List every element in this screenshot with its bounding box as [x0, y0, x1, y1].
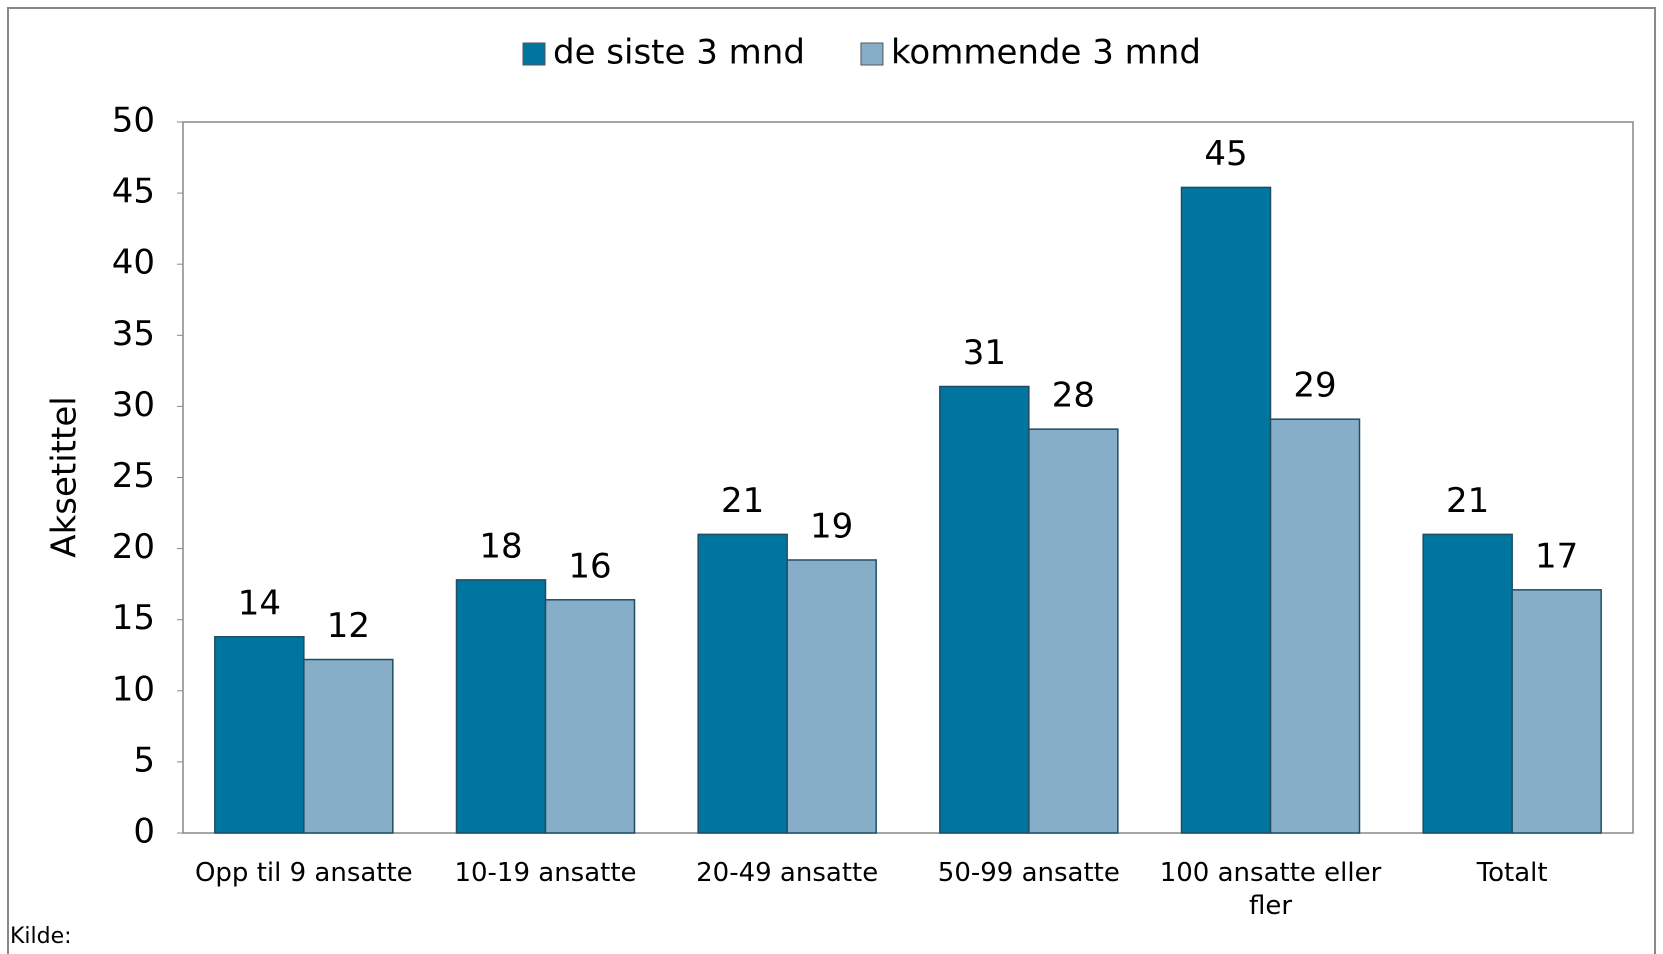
x-tick-label: 100 ansatte eller fler [1159, 858, 1382, 921]
data-label: 31 [963, 333, 1006, 373]
bar [455, 579, 547, 834]
legend-label: kommende 3 mnd [891, 33, 1201, 73]
bar [544, 599, 636, 834]
data-label: 17 [1535, 536, 1578, 576]
y-tick-label: 15 [112, 598, 155, 638]
y-tick-label: 10 [112, 669, 155, 709]
data-label: 28 [1052, 376, 1095, 416]
x-tick-label: Opp til 9 ansatte [194, 858, 413, 888]
y-tick-label: 30 [112, 385, 155, 425]
bar [1422, 533, 1513, 834]
data-label: 12 [327, 606, 370, 646]
plot-area [182, 121, 1634, 834]
bar [939, 385, 1030, 834]
bar [786, 559, 877, 834]
x-tick-label: Totalt [1476, 858, 1548, 888]
data-label: 29 [1293, 366, 1336, 406]
y-tick-label: 40 [112, 243, 155, 283]
bar [1028, 428, 1119, 834]
y-tick-label: 50 [112, 101, 155, 141]
source-note: Kilde: [10, 924, 72, 949]
bar [1511, 589, 1602, 834]
y-tick-label: 35 [112, 314, 155, 354]
bar [1269, 418, 1361, 834]
data-label: 16 [568, 546, 611, 586]
data-label: 19 [810, 506, 853, 546]
y-tick-label: 45 [112, 172, 155, 212]
chart-frame [7, 7, 1656, 954]
legend-swatch [860, 42, 884, 66]
data-label: 21 [721, 481, 764, 521]
legend-swatch [522, 42, 546, 66]
bar [697, 533, 788, 834]
x-tick-label: 50-99 ansatte [937, 858, 1120, 888]
data-label: 21 [1446, 481, 1489, 521]
data-label: 45 [1204, 134, 1247, 174]
bar [303, 658, 394, 834]
y-tick-label: 5 [133, 740, 155, 780]
legend-label: de siste 3 mnd [553, 33, 805, 73]
data-label: 18 [479, 526, 522, 566]
x-tick-label: 10-19 ansatte [454, 858, 637, 888]
y-tick-label: 25 [112, 456, 155, 496]
bar [1180, 186, 1272, 834]
x-tick-label: 20-49 ansatte [696, 858, 879, 888]
y-tick-label: 0 [133, 812, 155, 852]
y-axis-title: Aksetittel [45, 396, 85, 557]
bar [214, 636, 305, 834]
data-label: 14 [238, 583, 281, 623]
y-tick-label: 20 [112, 527, 155, 567]
